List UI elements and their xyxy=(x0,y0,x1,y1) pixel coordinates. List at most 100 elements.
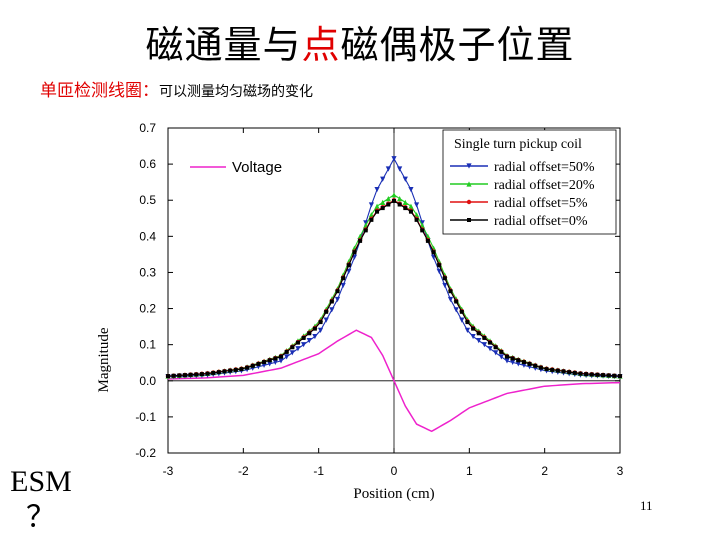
data-point xyxy=(414,202,420,208)
data-point xyxy=(521,360,526,365)
data-point xyxy=(380,199,386,205)
data-point xyxy=(380,176,386,182)
data-point xyxy=(301,335,306,340)
data-point xyxy=(374,203,380,209)
data-point xyxy=(499,349,504,354)
y-tick-label: 0.6 xyxy=(139,157,156,171)
title-part1: 磁通量与 xyxy=(145,23,302,67)
title-part2: 磁偶极子位置 xyxy=(340,23,575,67)
data-point xyxy=(211,370,216,375)
data-point xyxy=(527,361,532,366)
data-point xyxy=(408,209,413,214)
x-tick-label: -1 xyxy=(313,464,324,478)
legend-marker xyxy=(466,163,472,169)
data-point xyxy=(578,371,583,376)
data-point xyxy=(606,373,611,378)
data-point xyxy=(262,360,267,365)
data-point xyxy=(392,198,396,203)
slide-subtitle: 单匝检测线圈：可以测量均匀磁场的变化 xyxy=(40,76,313,101)
legend-entry-3: radial offset=0% xyxy=(450,214,588,229)
data-point xyxy=(239,367,244,372)
data-point xyxy=(278,358,284,364)
data-point xyxy=(442,282,448,289)
data-point xyxy=(329,299,334,304)
data-point xyxy=(182,373,187,378)
data-point xyxy=(448,289,453,294)
data-point xyxy=(284,354,290,360)
legend-entry-0: radial offset=50% xyxy=(450,160,595,175)
data-point xyxy=(510,359,516,365)
data-point xyxy=(323,317,329,323)
x-tick-label: -2 xyxy=(238,464,249,478)
data-point xyxy=(267,361,273,367)
data-point xyxy=(368,212,374,218)
data-point xyxy=(533,363,538,368)
data-point xyxy=(436,268,442,274)
legend-marker xyxy=(466,199,472,205)
x-tick-label: 1 xyxy=(466,464,473,478)
data-point xyxy=(459,317,465,323)
data-point xyxy=(317,327,324,334)
data-point xyxy=(408,203,414,209)
data-point xyxy=(279,354,283,359)
voltage-legend: Voltage xyxy=(190,159,282,176)
data-point xyxy=(267,358,272,363)
data-point xyxy=(194,372,199,377)
data-point xyxy=(487,346,493,352)
page-number: 11 xyxy=(640,498,653,513)
data-point xyxy=(584,372,589,377)
data-point xyxy=(245,365,250,370)
series-3 xyxy=(166,198,622,379)
x-axis-label: Position (cm) xyxy=(353,486,434,502)
data-point xyxy=(437,263,442,268)
data-point xyxy=(256,361,261,366)
x-tick-label: -3 xyxy=(163,464,174,478)
data-point xyxy=(374,186,380,193)
legend-frame xyxy=(442,129,617,235)
x-tick-label: 0 xyxy=(391,464,398,478)
data-point xyxy=(346,268,352,274)
data-point xyxy=(425,238,430,243)
legend-label: radial offset=50% xyxy=(494,160,595,175)
data-point xyxy=(375,209,380,214)
data-point xyxy=(402,199,408,205)
data-point xyxy=(414,217,419,222)
data-point xyxy=(363,228,368,233)
data-point xyxy=(290,345,295,350)
y-tick-label: 0.2 xyxy=(139,302,156,316)
data-point xyxy=(397,195,403,202)
data-point xyxy=(403,206,408,211)
data-point xyxy=(618,374,622,379)
data-point xyxy=(589,372,594,377)
y-axis-label: Magnitude xyxy=(96,327,112,392)
data-point xyxy=(272,359,278,365)
data-point xyxy=(476,331,481,336)
y-tick-label: 0.7 xyxy=(139,121,156,135)
data-point xyxy=(488,340,493,345)
x-tick-label: 2 xyxy=(541,464,548,478)
data-point xyxy=(402,176,408,182)
y-tick-label: 0.5 xyxy=(139,193,156,207)
subtitle-red: 单匝检测线圈： xyxy=(40,81,159,101)
y-tick-label: -0.2 xyxy=(135,446,156,460)
legend-entry-1: radial offset=20% xyxy=(450,178,595,193)
data-point xyxy=(538,365,543,370)
data-point xyxy=(493,350,499,356)
esm-label-line1: ESM xyxy=(10,465,72,498)
data-point xyxy=(567,370,572,375)
y-tick-label: 0.1 xyxy=(139,338,156,352)
data-point xyxy=(420,228,425,233)
data-point xyxy=(561,369,566,374)
title-highlight: 点 xyxy=(301,23,341,67)
esm-label-line2: ？ xyxy=(26,501,56,534)
data-point xyxy=(368,202,374,208)
data-point xyxy=(324,309,329,314)
legend-label: radial offset=20% xyxy=(494,178,595,193)
data-point xyxy=(380,206,385,211)
legend-label: radial offset=5% xyxy=(494,196,588,211)
data-point xyxy=(454,299,459,304)
subtitle-black: 可以测量均匀磁场的变化 xyxy=(159,84,313,100)
voltage-legend-label: Voltage xyxy=(232,159,282,176)
data-point xyxy=(171,373,176,378)
y-tick-label: 0.0 xyxy=(139,374,156,388)
